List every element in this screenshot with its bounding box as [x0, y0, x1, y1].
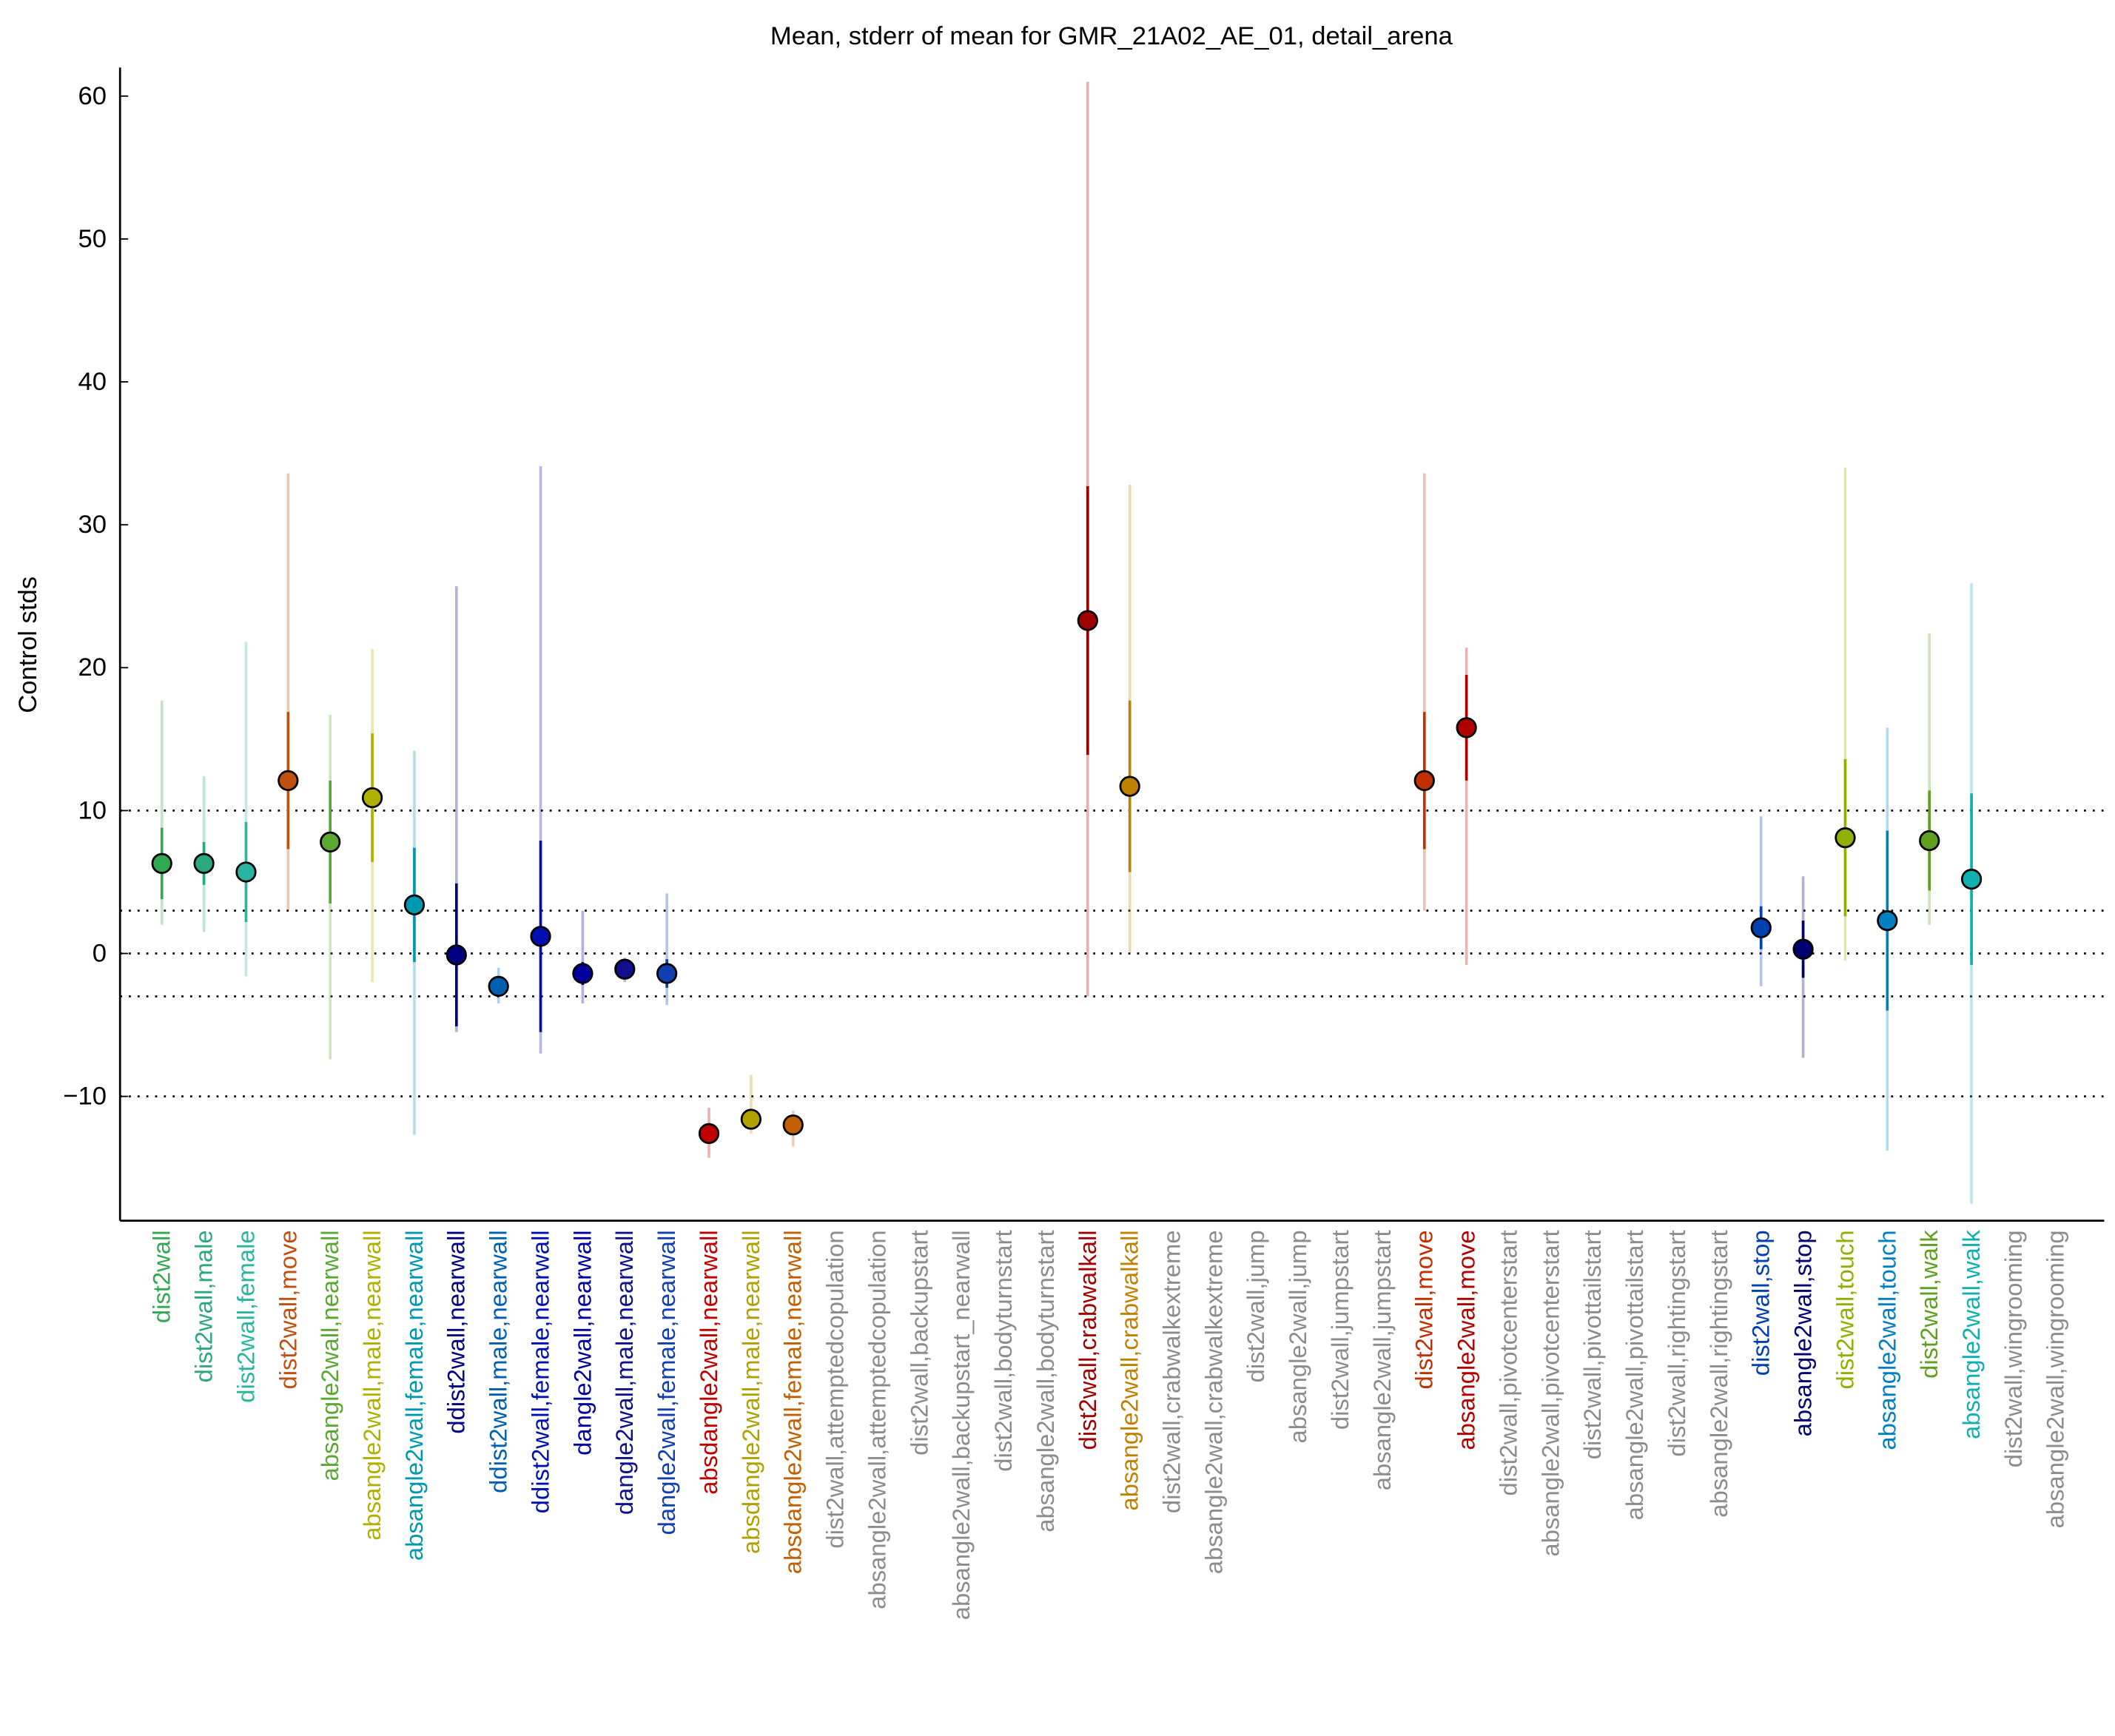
x-tick-label: absangle2wall,pivottailstart	[1621, 1230, 1648, 1520]
mean-marker	[656, 963, 678, 984]
x-tick-label: absangle2wall,jumpstart	[1368, 1230, 1396, 1490]
x-tick-label: dist2wall,crabwalkall	[1074, 1230, 1101, 1450]
x-tick-label: dist2wall,backupstart	[905, 1230, 932, 1455]
x-tick-label: absangle2wall,walk	[1957, 1230, 1985, 1439]
mean-marker	[235, 861, 257, 883]
y-tick-label: 60	[78, 82, 107, 110]
x-tick-label: dist2wall,move	[274, 1230, 301, 1389]
mean-marker	[614, 958, 636, 980]
x-tick-label: dist2wall,crabwalkextreme	[1158, 1230, 1186, 1513]
mean-marker	[572, 963, 594, 984]
x-tick-label: dist2wall,jumpstart	[1326, 1230, 1354, 1430]
x-tick-label: absangle2wall,crabwalkall	[1116, 1230, 1143, 1510]
x-tick-label: absangle2wall,touch	[1873, 1230, 1900, 1450]
y-tick-label: 30	[78, 511, 107, 539]
x-tick-label: dist2wall,stop	[1747, 1230, 1775, 1376]
x-tick-label: absangle2wall,jump	[1284, 1230, 1311, 1443]
mean-marker	[698, 1123, 720, 1144]
mean-marker	[488, 975, 509, 997]
y-tick-label: −10	[63, 1083, 107, 1111]
mean-marker	[151, 852, 172, 874]
x-tick-label: dist2wall,pivottailstart	[1578, 1230, 1606, 1459]
x-tick-label: dist2wall,bodyturnstart	[989, 1230, 1017, 1471]
x-tick-label: absangle2wall,attemptedcopulation	[863, 1230, 890, 1609]
x-tick-label: absangle2wall,move	[1453, 1230, 1480, 1450]
y-tick-label: 20	[78, 653, 107, 682]
x-tick-label: dist2wall,female	[232, 1230, 259, 1402]
x-tick-label: dist2wall,move	[1410, 1230, 1438, 1389]
chart-title: Mean, stderr of mean for GMR_21A02_AE_01…	[770, 22, 1453, 50]
x-tick-label: dist2wall,male	[190, 1230, 218, 1382]
mean-marker	[403, 894, 426, 915]
mean-marker	[1792, 938, 1814, 960]
x-tick-label: dist2wall,attemptedcopulation	[821, 1230, 849, 1548]
x-tick-label: dist2wall,walk	[1915, 1230, 1943, 1379]
x-tick-label: ddist2wall,female,nearwall	[526, 1230, 554, 1513]
x-tick-label: dist2wall,pivotcenterstart	[1494, 1230, 1521, 1496]
mean-marker	[361, 787, 383, 809]
mean-marker	[740, 1108, 762, 1130]
x-tick-label: ddist2wall,nearwall	[443, 1230, 470, 1433]
x-tick-label: absangle2wall,backupstart_nearwall	[947, 1230, 975, 1620]
x-tick-label: absangle2wall,bodyturnstart	[1032, 1230, 1059, 1532]
mean-marker	[1835, 827, 1856, 849]
x-tick-label: absangle2wall,male,nearwall	[358, 1230, 386, 1540]
x-tick-label: absangle2wall,rightingstart	[1705, 1230, 1732, 1517]
mean-marker	[278, 770, 299, 791]
x-tick-label: absangle2wall,female,nearwall	[400, 1230, 428, 1561]
mean-marker	[782, 1114, 804, 1136]
mean-marker	[1919, 830, 1940, 852]
x-tick-label: absdangle2wall,female,nearwall	[779, 1230, 807, 1574]
x-tick-label: absdangle2wall,nearwall	[695, 1230, 722, 1494]
x-tick-label: absdangle2wall,male,nearwall	[737, 1230, 764, 1554]
y-tick-label: 50	[78, 225, 107, 253]
mean-marker	[530, 926, 551, 947]
x-tick-label: ddist2wall,male,nearwall	[485, 1230, 512, 1493]
mean-marker	[193, 852, 215, 874]
x-tick-label: absangle2wall,stop	[1789, 1230, 1817, 1436]
mean-marker	[1077, 610, 1098, 631]
x-tick-label: dist2wall,rightingstart	[1663, 1230, 1690, 1456]
x-tick-label: dangle2wall,male,nearwall	[611, 1230, 638, 1515]
x-tick-label: dangle2wall,female,nearwall	[653, 1230, 680, 1535]
x-tick-label: dist2wall,touch	[1831, 1230, 1858, 1389]
mean-marker	[1119, 776, 1140, 797]
y-tick-label: 10	[78, 796, 107, 824]
mean-marker	[1877, 909, 1898, 932]
x-tick-label: absangle2wall,crabwalkextreme	[1200, 1230, 1227, 1574]
y-tick-label: 40	[78, 368, 107, 396]
mean-marker	[1960, 868, 1983, 890]
x-tick-label: absangle2wall,nearwall	[316, 1230, 343, 1481]
y-axis-label: Control stds	[14, 576, 42, 713]
mean-marker	[1750, 917, 1772, 938]
x-tick-label: absangle2wall,pivotcenterstart	[1536, 1230, 1564, 1556]
mean-marker	[1456, 717, 1477, 739]
x-tick-label: dangle2wall,nearwall	[568, 1230, 596, 1455]
y-tick-label: 0	[93, 939, 107, 967]
x-tick-label: absangle2wall,wingrooming	[2042, 1230, 2069, 1528]
mean-marker	[445, 944, 467, 966]
x-tick-label: dist2wall	[148, 1230, 175, 1323]
x-tick-label: dist2wall,jump	[1242, 1230, 1269, 1382]
mean-marker	[320, 831, 341, 853]
x-tick-label: dist2wall,wingrooming	[2000, 1230, 2027, 1467]
mean-marker	[1413, 770, 1435, 791]
